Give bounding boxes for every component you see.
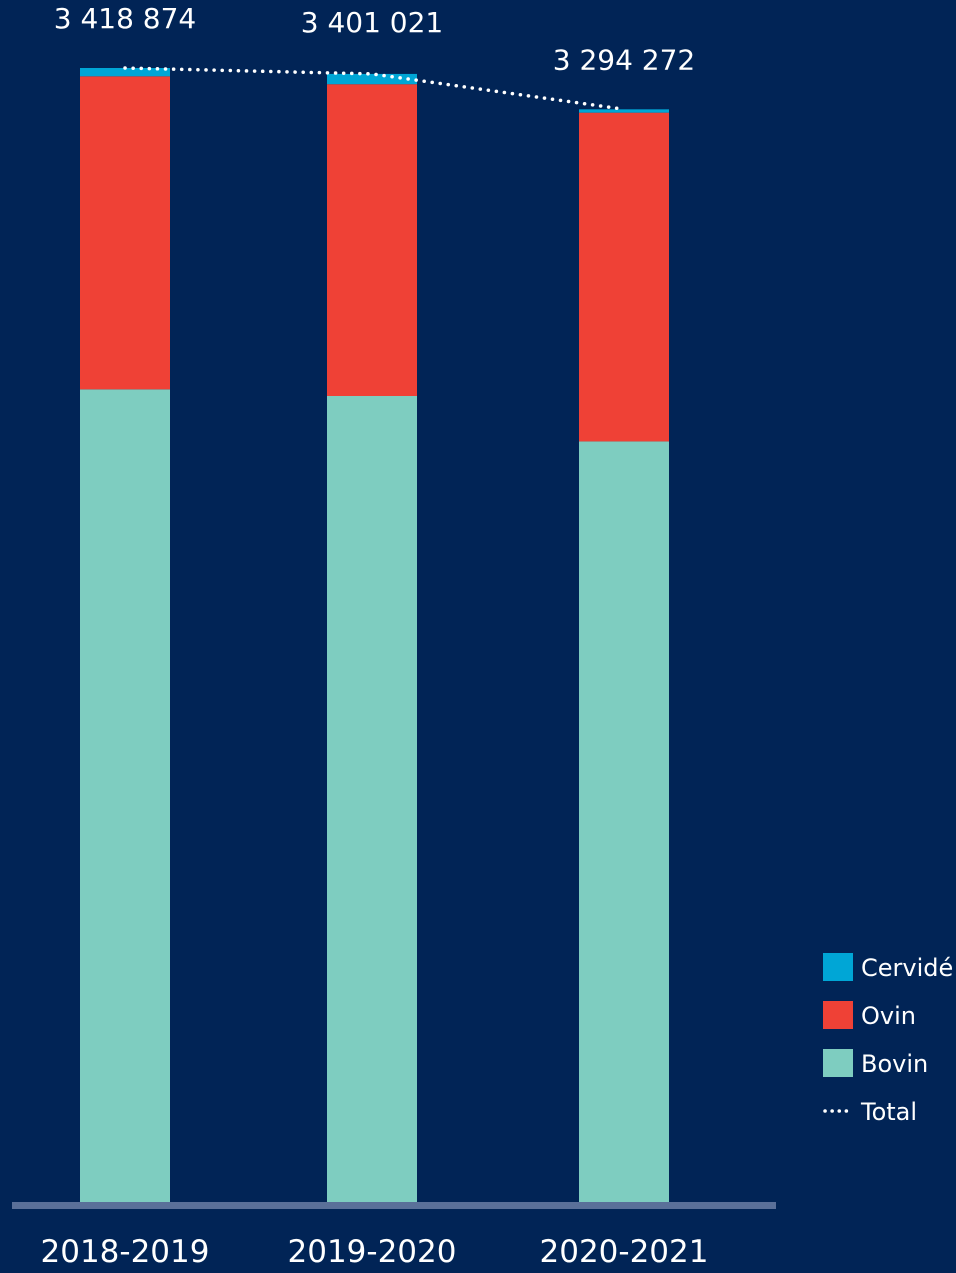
x-tick-label-2: 2019-2020 <box>288 1234 457 1269</box>
bar-bovin-3 <box>579 441 669 1202</box>
bar-bovin-1 <box>80 389 170 1202</box>
legend-swatch-ovin <box>823 1001 853 1029</box>
legend-label-cervid: Cervidé <box>861 954 953 982</box>
total-line <box>123 66 626 112</box>
total-label-1: 3 418 874 <box>54 2 197 35</box>
bar-ovin-1 <box>80 76 170 390</box>
x-tick-label-1: 2018-2019 <box>41 1234 210 1269</box>
bar-cervid-3 <box>579 109 669 113</box>
legend-label-ovin: Ovin <box>861 1002 916 1030</box>
legend-swatch-cervid <box>823 953 853 981</box>
legend-swatch-bovin <box>823 1049 853 1077</box>
bar-ovin-3 <box>579 112 669 442</box>
legend-label-total: Total <box>860 1098 917 1126</box>
bar-cervid-2 <box>327 73 417 85</box>
x-tick-label-3: 2020-2021 <box>540 1234 709 1269</box>
bar-cervid-1 <box>80 68 170 77</box>
total-label-3: 3 294 272 <box>553 43 696 76</box>
total-label-2: 3 401 021 <box>301 6 444 39</box>
legend-label-bovin: Bovin <box>861 1050 928 1078</box>
bar-ovin-2 <box>327 84 417 396</box>
x-axis-line <box>12 1202 776 1209</box>
bar-bovin-2 <box>327 395 417 1202</box>
